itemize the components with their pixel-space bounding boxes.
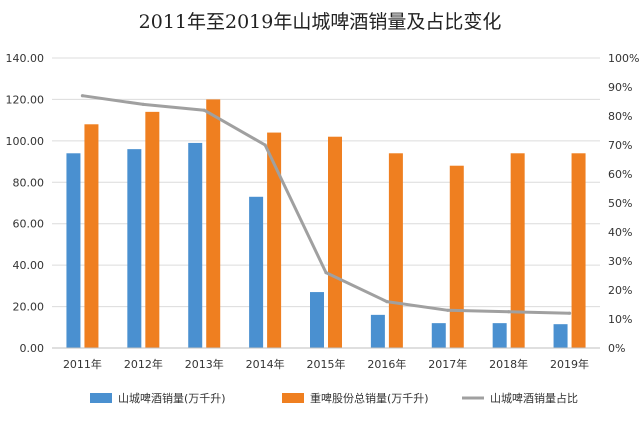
y-right-tick-label: 100% — [608, 52, 639, 65]
share-point-3 — [263, 143, 267, 147]
bar-chongqing-5 — [388, 153, 403, 348]
legend-swatch-1 — [282, 393, 304, 403]
bar-shancheng-8 — [553, 324, 568, 348]
share-line — [80, 94, 572, 315]
x-tick-label: 2013年 — [185, 357, 224, 371]
bars — [66, 99, 586, 349]
bar-shancheng-3 — [249, 196, 264, 348]
share-point-1 — [141, 102, 145, 106]
share-point-5 — [385, 300, 389, 304]
y-right-tick-label: 50% — [608, 197, 632, 210]
legend-label-1: 重啤股份总销量(万千升) — [310, 391, 429, 405]
share-point-0 — [80, 94, 85, 98]
y-right-tick-label: 0% — [608, 342, 625, 355]
y-axis-right: 0% 10% 20% 30% 40% 50% 60% 70% 80% 90% 100% — [608, 52, 639, 355]
bar-chongqing-8 — [571, 153, 586, 348]
x-tick-label: 2018年 — [489, 357, 528, 371]
bar-shancheng-2 — [188, 142, 203, 348]
y-left-tick-label: 100.00 — [6, 135, 45, 148]
bar-chongqing-4 — [328, 136, 342, 348]
y-left-tick-label: 40.00 — [13, 259, 45, 272]
y-left-tick-label: 80.00 — [13, 176, 45, 189]
y-left-tick-label: 20.00 — [13, 301, 45, 314]
y-left-tick-label: 60.00 — [13, 218, 45, 231]
x-axis: 2011年 2012年 2013年 2014年 2015年 2016年 2017年 2018年… — [52, 347, 600, 371]
x-tick-label: 2011年 — [63, 357, 102, 371]
x-tick-label: 2015年 — [307, 357, 346, 371]
chart-title: 2011年至2019年山城啤酒销量及占比变化 — [139, 11, 502, 33]
bar-shancheng-7 — [492, 323, 507, 348]
bar-chongqing-3 — [267, 132, 282, 348]
share-point-2 — [202, 108, 206, 112]
bar-shancheng-4 — [310, 292, 324, 348]
share-point-8 — [567, 311, 572, 315]
x-tick-label: 2019年 — [550, 357, 589, 371]
x-tick-label: 2012年 — [124, 357, 163, 371]
y-left-tick-label: 0.00 — [20, 342, 45, 355]
x-tick-label: 2017年 — [428, 357, 467, 371]
y-right-tick-label: 90% — [608, 81, 632, 94]
bar-chongqing-1 — [145, 111, 160, 348]
bar-shancheng-5 — [370, 314, 385, 348]
legend: 山城啤酒销量(万千升) 重啤股份总销量(万千升) 山城啤酒销量占比 — [90, 391, 578, 405]
y-axis-left: 0.00 20.00 40.00 60.00 80.00 100.00 120.00 140.… — [6, 52, 45, 355]
bar-chongqing-2 — [206, 99, 221, 348]
y-right-tick-label: 20% — [608, 284, 632, 297]
bar-chongqing-6 — [449, 165, 464, 348]
share-point-6 — [446, 308, 450, 312]
y-right-tick-label: 10% — [608, 313, 632, 326]
x-tick-label: 2014年 — [246, 357, 285, 371]
legend-swatch-0 — [90, 393, 112, 403]
share-point-7 — [507, 310, 511, 314]
gridlines — [52, 57, 600, 349]
y-left-tick-label: 140.00 — [6, 52, 45, 65]
bar-shancheng-1 — [127, 149, 142, 348]
legend-label-2: 山城啤酒销量占比 — [490, 391, 578, 405]
bar-chongqing-0 — [84, 124, 99, 349]
bar-chongqing-7 — [510, 153, 525, 348]
bar-shancheng-6 — [431, 323, 446, 348]
share-point-4 — [324, 271, 328, 275]
y-right-tick-label: 70% — [608, 139, 632, 152]
y-right-tick-label: 80% — [608, 110, 632, 123]
y-right-tick-label: 60% — [608, 168, 632, 181]
y-right-tick-label: 40% — [608, 226, 632, 239]
x-tick-label: 2016年 — [367, 357, 406, 371]
y-right-tick-label: 30% — [608, 255, 632, 268]
bar-shancheng-0 — [66, 153, 81, 348]
y-left-tick-label: 120.00 — [6, 93, 45, 106]
legend-label-0: 山城啤酒销量(万千升) — [118, 391, 226, 405]
